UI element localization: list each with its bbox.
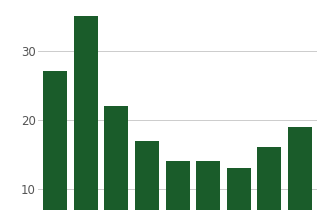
Bar bbox=[227, 168, 251, 214]
Bar bbox=[288, 127, 312, 214]
Bar bbox=[135, 141, 159, 214]
Bar bbox=[105, 106, 128, 214]
Bar bbox=[166, 161, 189, 214]
Bar bbox=[43, 71, 67, 214]
Bar bbox=[196, 161, 220, 214]
Bar bbox=[258, 147, 281, 214]
Bar bbox=[74, 16, 98, 214]
